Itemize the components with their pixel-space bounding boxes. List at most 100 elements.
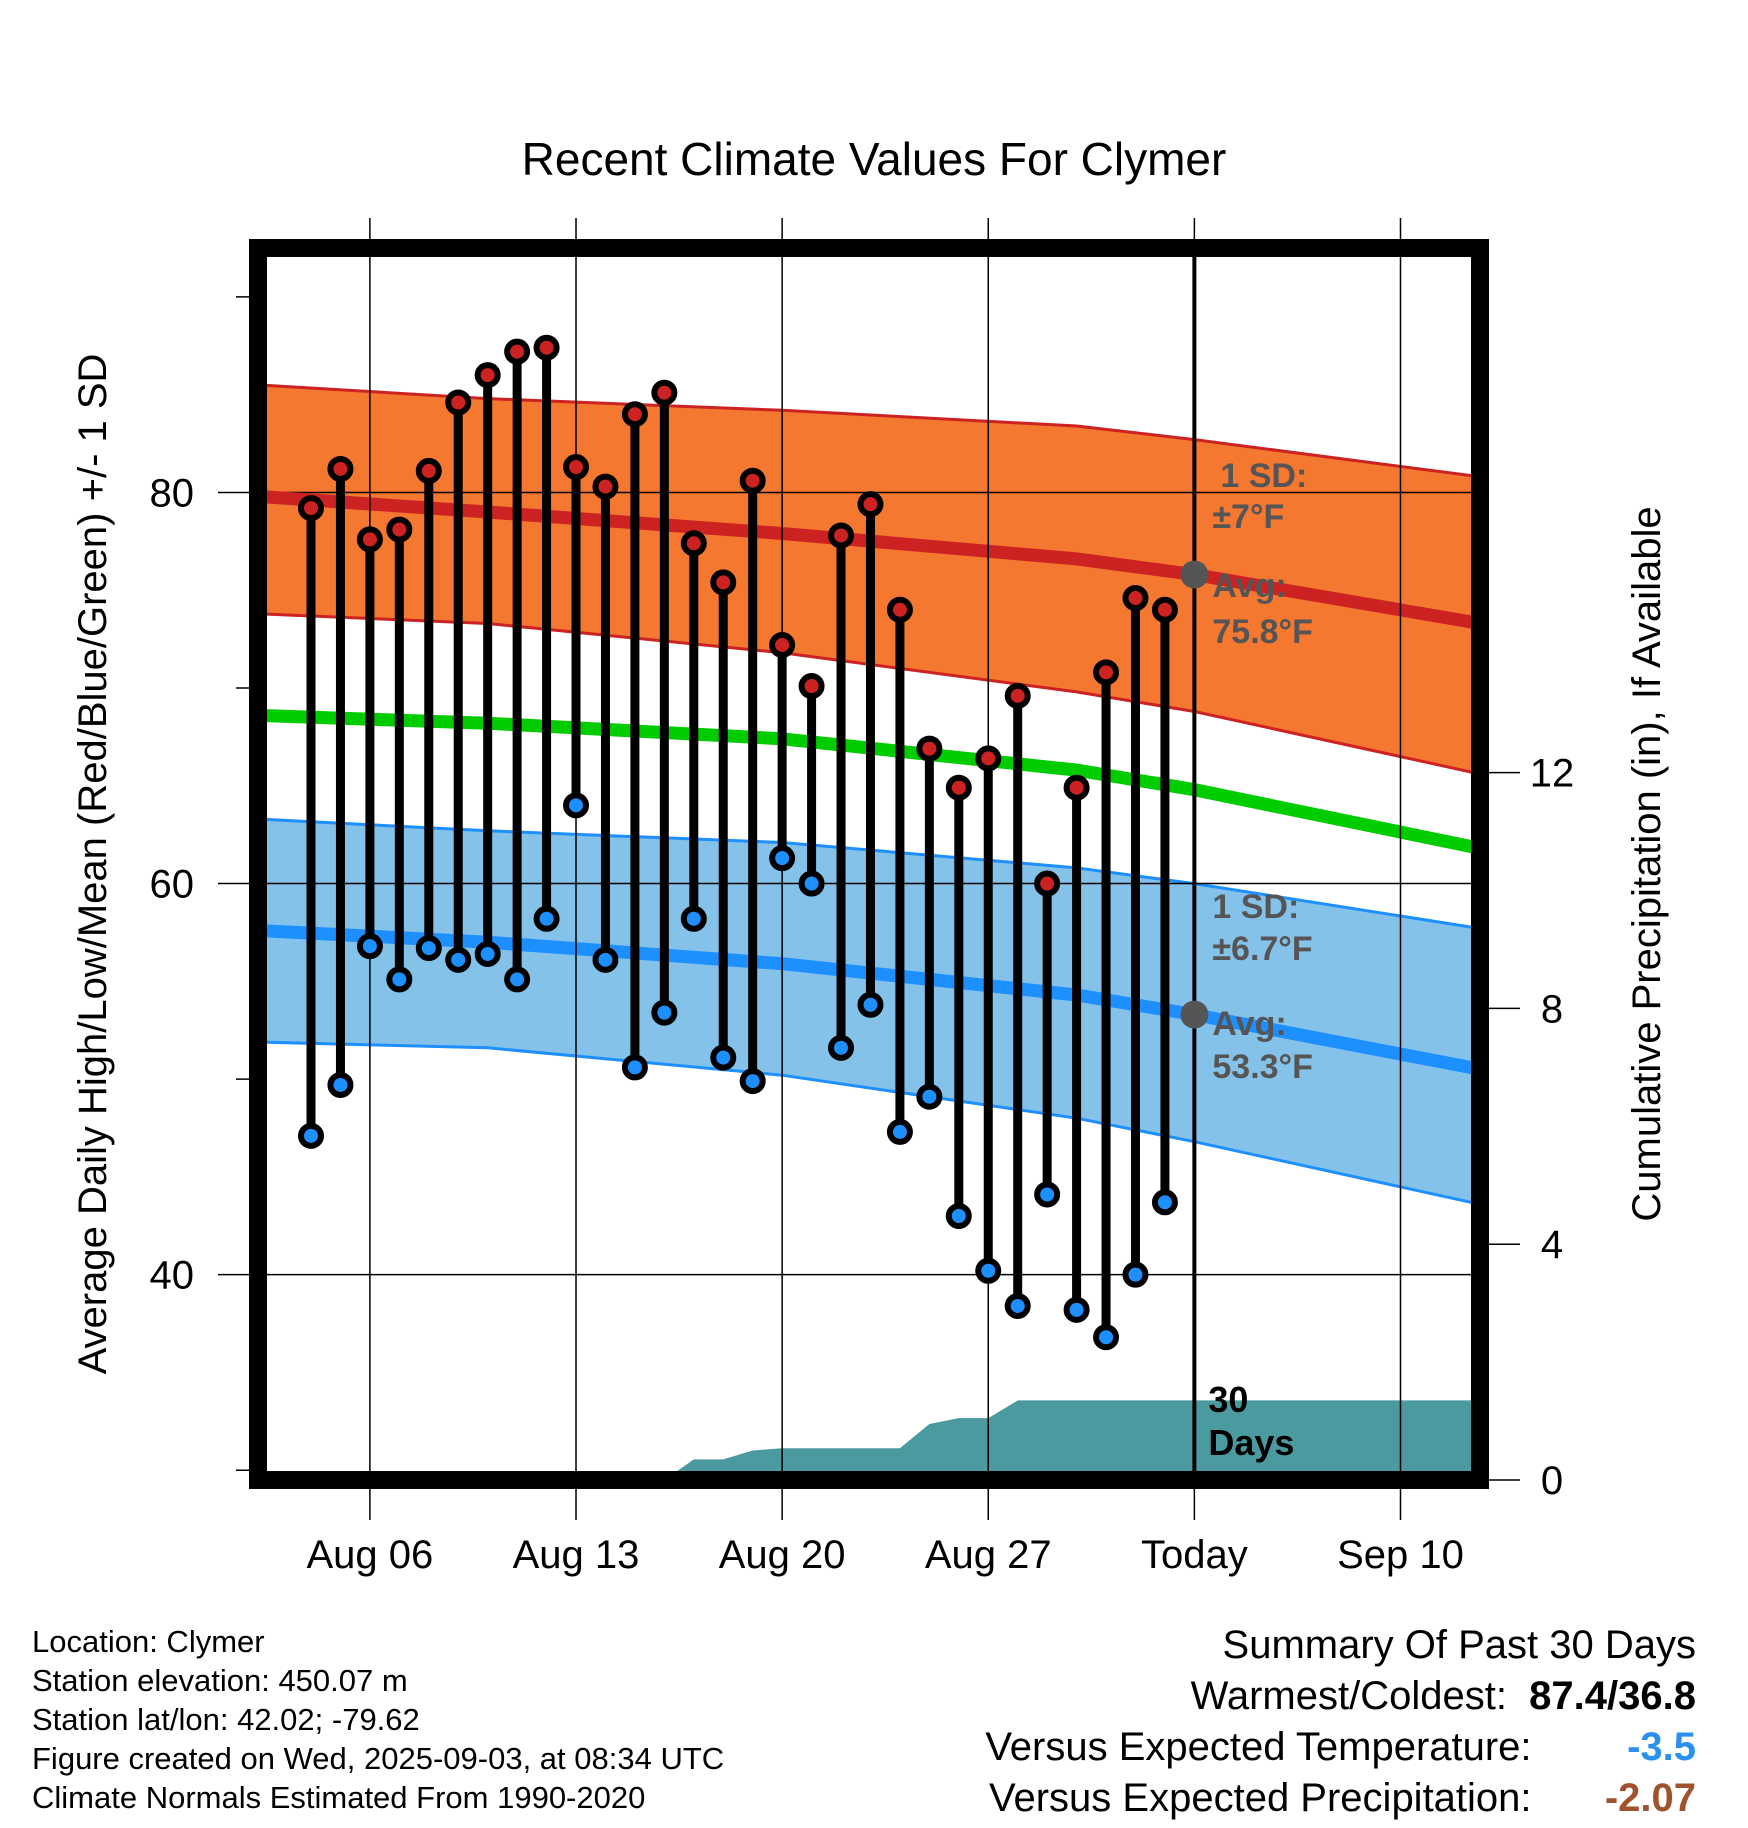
station-elevation: Station elevation: 450.07 m: [32, 1663, 408, 1698]
summary-heading: Summary Of Past 30 Days: [1222, 1623, 1696, 1667]
low-sd-value: ±6.7°F: [1212, 930, 1312, 968]
daily-low-point: [474, 940, 501, 967]
y2-tick-label-3: 12: [1530, 752, 1575, 796]
daily-low-point: [415, 935, 442, 962]
low-avg-value: 53.3°F: [1212, 1048, 1313, 1086]
daily-low-point: [445, 946, 472, 973]
expected-precip-value: -2.07: [1604, 1776, 1696, 1820]
high-avg-line: [258, 489, 1480, 630]
low-sd-label: 1 SD:: [1212, 888, 1299, 926]
expected-temp-value: -3.5: [1627, 1725, 1696, 1769]
daily-high-point: [680, 530, 707, 557]
daily-low-point: [298, 1122, 325, 1149]
daily-low-point: [828, 1034, 855, 1061]
warmest-coldest-label: Warmest/Coldest:: [1190, 1674, 1507, 1718]
daily-high-point: [298, 495, 325, 522]
summary-panel: Summary Of Past 30 Days Warmest/Coldest:…: [985, 1620, 1696, 1824]
daily-high-point: [445, 389, 472, 416]
station-info: Location: Clymer Station elevation: 450.…: [32, 1622, 724, 1817]
y2-axis-label: Cumulative Precipitation (in), If Availa…: [1625, 506, 1669, 1221]
high-avg-label: Avg:: [1212, 567, 1286, 605]
daily-low-point: [356, 933, 383, 960]
daily-low-point: [1004, 1292, 1031, 1319]
high-sd-label: 1 SD:: [1220, 457, 1307, 495]
daily-low-point: [1093, 1324, 1120, 1351]
daily-high-point: [945, 774, 972, 801]
daily-high-point: [828, 522, 855, 549]
daily-low-point: [798, 870, 825, 897]
y-tick-label-2: 80: [150, 471, 195, 515]
daily-high-point: [769, 631, 796, 658]
daily-high-point: [916, 735, 943, 762]
daily-low-point: [621, 1054, 648, 1081]
expected-precip-label: Versus Expected Precipitation:: [989, 1776, 1532, 1820]
daily-high-point: [1004, 682, 1031, 709]
y2-tick-label-0: 0: [1541, 1459, 1563, 1503]
daily-high-point: [563, 454, 590, 481]
daily-high-point: [386, 516, 413, 543]
daily-low-point: [651, 999, 678, 1026]
station-latlon: Station lat/lon: 42.02; -79.62: [32, 1702, 420, 1737]
expected-temp-label: Versus Expected Temperature:: [985, 1725, 1532, 1769]
daily-low-point: [592, 946, 619, 973]
y-axis-label: Average Daily High/Low/Mean (Red/Blue/Gr…: [71, 354, 115, 1375]
daily-low-point: [886, 1118, 913, 1145]
summary-warmest-row: Warmest/Coldest: 87.4/36.8: [985, 1671, 1696, 1722]
summary-temp-row: Versus Expected Temperature: -3.5: [985, 1722, 1696, 1773]
daily-low-point: [533, 905, 560, 932]
daily-high-point: [592, 473, 619, 500]
daily-high-point: [886, 596, 913, 623]
warmest-coldest-value: 87.4/36.8: [1529, 1674, 1696, 1718]
daily-high-point: [1034, 870, 1061, 897]
plot-frame: [249, 239, 1489, 1489]
x-tick-label-5: Sep 10: [1337, 1533, 1464, 1577]
daily-high-point: [1093, 659, 1120, 686]
x-tick-label-3: Aug 27: [925, 1533, 1052, 1577]
figure-created: Figure created on Wed, 2025-09-03, at 08…: [32, 1741, 725, 1776]
daily-high-point: [415, 457, 442, 484]
climate-normals-note: Climate Normals Estimated From 1990-2020: [32, 1780, 646, 1815]
days-count-label: 30: [1208, 1379, 1248, 1420]
daily-low-point: [1122, 1261, 1149, 1288]
daily-low-point: [1034, 1181, 1061, 1208]
daily-low-point: [739, 1068, 766, 1095]
chart-title: Recent Climate Values For Clymer: [522, 133, 1227, 185]
low-avg-label: Avg:: [1212, 1005, 1286, 1043]
high-sd-value: ±7°F: [1212, 498, 1284, 536]
x-tick-label-4: Today: [1141, 1533, 1248, 1577]
daily-low-point: [857, 991, 884, 1018]
daily-high-point: [739, 467, 766, 494]
daily-low-point: [945, 1203, 972, 1229]
y2-tick-label-1: 4: [1541, 1223, 1563, 1267]
summary-precip-row: Versus Expected Precipitation: -2.07: [985, 1773, 1696, 1824]
daily-high-point: [1063, 774, 1090, 801]
daily-high-point: [356, 526, 383, 553]
x-tick-label-0: Aug 06: [307, 1533, 434, 1577]
daily-low-point: [386, 966, 413, 993]
y-tick-label-0: 40: [150, 1254, 195, 1298]
x-tick-label-2: Aug 20: [719, 1533, 846, 1577]
daily-high-point: [1122, 585, 1149, 612]
days-word-label: Days: [1208, 1422, 1294, 1463]
daily-high-point: [1151, 596, 1178, 623]
daily-high-point: [474, 362, 501, 389]
daily-low-point: [680, 905, 707, 932]
daily-high-point: [504, 338, 531, 365]
high-avg-value: 75.8°F: [1212, 613, 1313, 651]
x-tick-label-1: Aug 13: [513, 1533, 640, 1577]
today-high-avg-marker: [1180, 560, 1209, 589]
daily-high-point: [798, 673, 825, 700]
y2-tick-label-2: 8: [1541, 987, 1563, 1031]
daily-low-point: [327, 1071, 354, 1098]
daily-low-point: [1063, 1296, 1090, 1323]
daily-low-point: [504, 966, 531, 993]
daily-high-point: [651, 379, 678, 406]
precip-area: [546, 1400, 1480, 1480]
daily-low-point: [916, 1083, 943, 1110]
daily-low-point: [563, 792, 590, 819]
station-location: Location: Clymer: [32, 1624, 265, 1659]
daily-high-point: [975, 745, 1002, 772]
daily-low-point: [769, 845, 796, 872]
daily-high-point: [533, 334, 560, 361]
